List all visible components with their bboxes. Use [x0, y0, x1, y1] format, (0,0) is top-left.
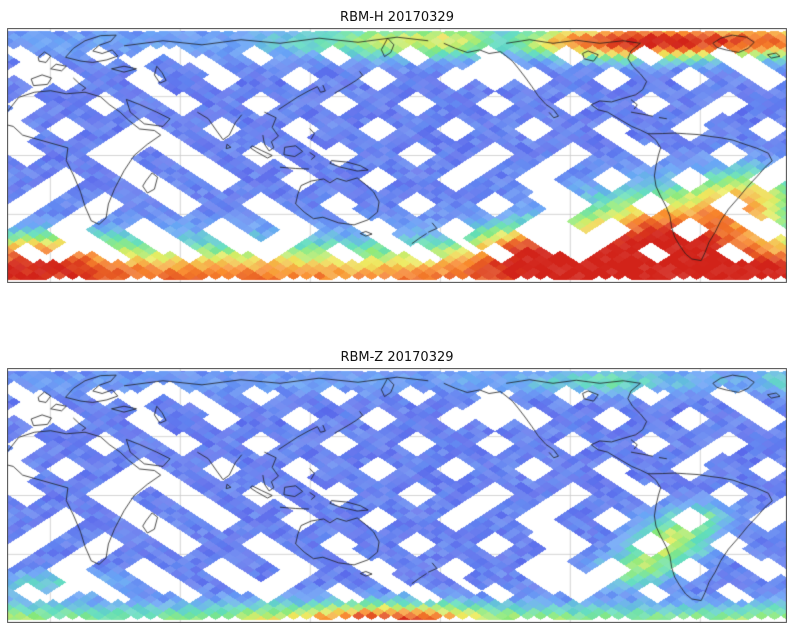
panel-rbm-h: RBM-H 20170329	[7, 0, 787, 283]
panel-title-rbm-z: RBM-Z 20170329	[340, 350, 454, 365]
map-canvas-rbm-h	[7, 28, 787, 283]
panel-rbm-z: RBM-Z 20170329	[7, 348, 787, 623]
panel-title-rbm-h: RBM-H 20170329	[340, 10, 454, 25]
map-canvas-rbm-z	[7, 368, 787, 623]
